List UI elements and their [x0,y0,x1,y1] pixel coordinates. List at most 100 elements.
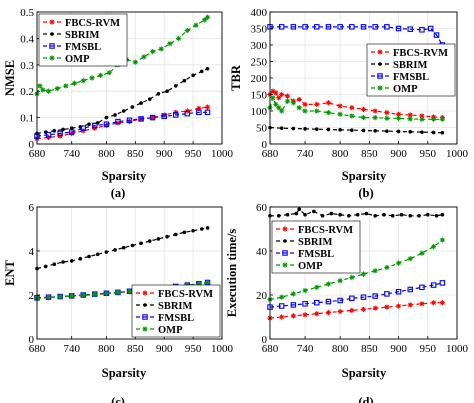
data-point [337,111,343,117]
data-point [407,302,413,308]
data-point [337,278,343,284]
data-point [149,114,156,121]
data-point [372,108,378,114]
data-point [279,314,285,320]
data-point [419,27,425,33]
data-point [69,259,74,263]
data-point [349,113,355,119]
legend-marker [378,62,382,66]
data-point [384,264,390,271]
data-point [349,274,355,280]
y-tick-label: 0 [29,334,35,346]
data-point [121,245,126,250]
legend-box [271,220,361,274]
y-tick-label: 350 [251,24,268,36]
legend-entry: FMSBL [393,72,429,83]
legend-marker [282,250,288,256]
legend-entry: OMP [65,54,90,65]
data-point [303,127,307,131]
x-tick-label: 1000 [211,148,234,160]
y-tick-label: 100 [251,106,268,118]
panel-label: (a) [111,186,126,200]
data-point [439,237,445,243]
data-point [350,128,354,132]
y-tick-label: 0.3 [20,60,34,72]
data-point [92,122,98,129]
data-point [314,311,320,317]
data-point [104,250,109,254]
data-point [296,105,302,111]
data-point [92,291,98,297]
data-point [325,24,332,30]
data-point [276,95,282,101]
data-point [184,27,190,34]
data-point [78,256,83,261]
legend-marker [142,314,148,320]
data-point [439,300,445,306]
legend-marker [143,303,147,307]
data-point [284,98,291,104]
data-point [57,130,63,137]
data-point [141,54,147,60]
data-point [384,115,390,121]
data-point [407,256,413,262]
data-point [313,299,320,306]
data-point [61,260,65,264]
data-point [279,91,285,98]
data-point [276,105,282,111]
data-point [279,126,284,130]
data-point [121,109,126,113]
data-point [431,130,436,135]
legend-entry: FBCS-RVM [298,225,353,236]
series-line [269,126,443,134]
data-point [439,116,445,122]
x-tick-label: 1000 [211,343,234,355]
panel-label: (d) [358,395,373,403]
panel-label: (b) [358,186,373,200]
data-point [126,118,133,125]
data-point [204,109,211,116]
data-point [325,298,332,305]
data-point [130,243,135,248]
data-point [355,212,360,217]
series-line [269,282,443,308]
data-point [439,280,446,286]
legend-marker [142,326,148,332]
data-point [290,291,296,297]
legend-entry: FMSBL [298,249,334,260]
x-tick-label: 680 [262,343,279,355]
data-point [297,207,302,211]
data-point [89,75,95,81]
data-point [173,112,179,118]
data-point [360,271,367,277]
y-tick-label: 20 [256,290,268,302]
data-point [279,294,285,300]
data-point [325,281,332,287]
data-point [273,90,279,96]
data-point [167,41,173,47]
y-tick-label: 0.2 [20,86,34,98]
chart-panel-2: 680 740 800 850 900 950 1000 0 50 100 150 200 250 300… [229,7,469,200]
data-point [440,212,445,217]
data-point [337,297,343,304]
series-line [269,239,443,300]
y-axis-label: TBR [229,64,243,91]
data-point [199,69,204,74]
data-point [113,248,117,252]
data-point [419,301,425,307]
data-point [291,126,296,131]
data-point [45,294,52,301]
data-point [302,288,308,294]
series-line [36,111,208,137]
data-point [204,14,211,20]
data-point [69,293,75,299]
legend-marker [50,32,54,36]
y-tick-label: 150 [251,90,268,102]
data-point [382,212,386,217]
data-point [87,122,91,126]
data-point [45,132,52,138]
data-point [372,24,378,30]
data-point [113,113,117,117]
